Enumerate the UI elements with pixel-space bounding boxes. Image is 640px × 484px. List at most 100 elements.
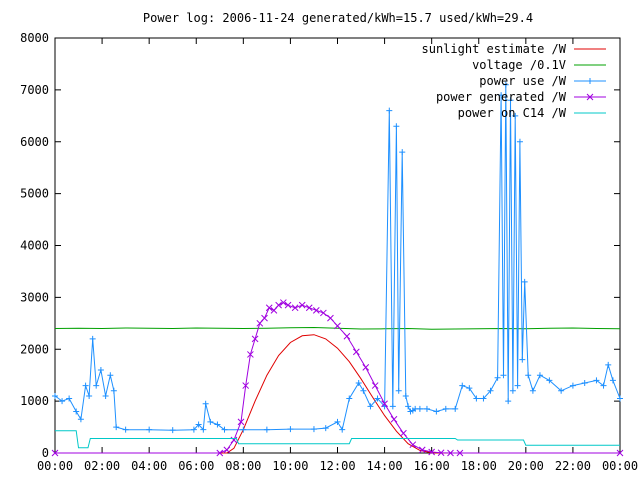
data-point [447,449,454,457]
data-point [93,382,100,389]
data-point [327,314,334,322]
series-1 [55,334,620,454]
data-point [616,449,624,457]
x-tick-label: 06:00 [178,459,214,473]
data-point [494,374,501,381]
data-point [516,138,523,145]
data-point [312,306,320,314]
data-point [51,449,59,457]
data-point [190,426,197,433]
legend-label: sunlight estimate /W [422,42,567,56]
data-point [195,421,202,428]
data-point [310,426,317,433]
data-point [409,441,417,449]
data-point [399,149,406,156]
x-tick-label: 12:00 [319,459,355,473]
series-2 [54,326,621,330]
data-point [113,424,120,431]
data-point [437,449,445,457]
chart-title: Power log: 2006-11-24 generated/kWh=15.7… [143,11,533,25]
data-point [334,418,341,425]
data-point [287,426,294,433]
series-line [54,326,621,330]
data-point [66,395,73,402]
series-3 [52,81,623,434]
data-point [263,426,270,433]
data-point [82,382,89,389]
data-point [334,322,341,330]
data-point [52,392,58,399]
data-point [122,426,129,433]
legend-item: power use /W [479,74,606,88]
y-tick-label: 2000 [20,342,49,356]
legend-marker [586,93,594,101]
y-tick-label: 6000 [20,135,49,149]
data-point [207,418,214,425]
data-point [362,364,370,371]
data-point [498,92,505,99]
data-point [525,372,532,379]
x-tick-label: 02:00 [84,459,120,473]
x-tick-label: 22:00 [555,459,591,473]
data-point [605,361,612,368]
data-point [389,403,396,410]
data-point [221,426,228,433]
data-point [521,278,528,285]
data-point [452,405,459,412]
data-point [400,429,407,437]
data-point [546,377,553,384]
y-tick-label: 0 [42,446,49,460]
data-point [360,387,367,394]
legend: sunlight estimate /W voltage /0.1V power u… [422,42,606,120]
y-tick-label: 8000 [20,31,49,45]
data-point [216,449,224,457]
y-tick-label: 5000 [20,187,49,201]
legend-item: power on C14 /W [458,106,606,120]
series-5 [55,430,620,449]
data-point [500,372,507,379]
data-point [459,382,466,389]
data-point [402,392,409,399]
data-point [146,426,153,433]
x-tick-label: 00:00 [37,459,73,473]
legend-label: power on C14 /W [458,106,567,120]
data-point [405,403,412,410]
data-point [102,392,109,399]
data-point [242,382,250,389]
y-tick-label: 3000 [20,290,49,304]
data-point [480,395,487,402]
legend-label: power use /W [479,74,566,88]
data-point [355,379,362,386]
data-point [339,426,346,433]
data-point [275,301,282,309]
data-point [352,348,360,356]
data-point [502,81,509,88]
data-point [507,97,514,104]
data-point [509,387,516,394]
legend-marker [587,78,593,84]
axes: 0 1000 2000 3000 4000 5000 6000 7000 8000 00:00 02… [20,31,638,473]
series-4 [51,299,624,457]
data-point [423,405,430,412]
data-point [600,382,607,389]
series-line [55,334,620,454]
data-point [442,405,449,412]
data-point [169,427,176,434]
data-point [519,356,526,363]
x-tick-label: 18:00 [461,459,497,473]
data-point [390,415,398,423]
x-tick-label: 14:00 [367,459,403,473]
data-point [416,405,423,412]
series-line [55,430,620,449]
data-point [529,387,536,394]
data-point [593,377,600,384]
data-point [558,387,565,394]
data-point [59,398,66,405]
data-point [214,421,221,428]
data-point [247,351,254,358]
data-point [433,408,440,415]
data-point [346,395,353,402]
data-point [223,446,231,454]
